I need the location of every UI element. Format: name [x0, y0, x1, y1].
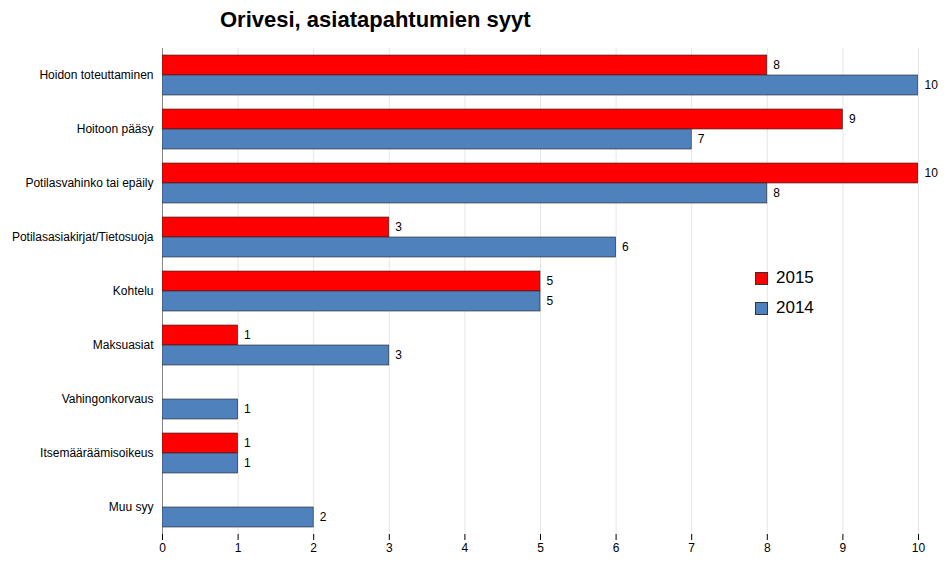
svg-text:8: 8	[773, 186, 780, 200]
svg-text:1: 1	[244, 436, 251, 450]
svg-text:6: 6	[622, 240, 629, 254]
svg-text:10: 10	[925, 166, 939, 180]
svg-text:1: 1	[244, 402, 251, 416]
svg-text:10: 10	[925, 78, 939, 92]
svg-text:Maksuasiat: Maksuasiat	[93, 338, 154, 352]
html-text:2014: 2014	[776, 298, 814, 317]
svg-text:Hoidon toteuttaminen: Hoidon toteuttaminen	[39, 68, 153, 82]
svg-text:Itsemääräämisoikeus: Itsemääräämisoikeus	[40, 446, 153, 460]
svg-text:1: 1	[235, 541, 242, 555]
html-text:2015: 2015	[776, 268, 814, 287]
svg-text:3: 3	[395, 348, 402, 362]
svg-text:2: 2	[310, 541, 317, 555]
html-text:Orivesi, asiatapahtumien syyt: Orivesi, asiatapahtumien syyt	[220, 7, 531, 32]
svg-text:3: 3	[386, 541, 393, 555]
svg-text:8: 8	[764, 541, 771, 555]
svg-text:2: 2	[320, 510, 327, 524]
svg-text:6: 6	[613, 541, 620, 555]
svg-text:Kohtelu: Kohtelu	[113, 284, 154, 298]
svg-text:Potilasvahinko tai epäily: Potilasvahinko tai epäily	[25, 176, 153, 190]
svg-text:8: 8	[773, 58, 780, 72]
svg-text:5: 5	[547, 294, 554, 308]
svg-text:Potilasasiakirjat/Tietosuoja: Potilasasiakirjat/Tietosuoja	[12, 230, 154, 244]
svg-text:5: 5	[547, 274, 554, 288]
svg-text:1: 1	[244, 456, 251, 470]
svg-text:Muu syy: Muu syy	[109, 500, 154, 514]
svg-text:1: 1	[244, 328, 251, 342]
svg-text:9: 9	[849, 112, 856, 126]
svg-text:7: 7	[698, 132, 705, 146]
svg-text:4: 4	[462, 541, 469, 555]
svg-text:Hoitoon pääsy: Hoitoon pääsy	[77, 122, 154, 136]
svg-text:5: 5	[537, 541, 544, 555]
svg-text:10: 10	[912, 541, 926, 555]
svg-text:9: 9	[840, 541, 847, 555]
svg-text:0: 0	[159, 541, 166, 555]
svg-text:7: 7	[688, 541, 695, 555]
svg-text:3: 3	[395, 220, 402, 234]
svg-text:Vahingonkorvaus: Vahingonkorvaus	[62, 392, 154, 406]
